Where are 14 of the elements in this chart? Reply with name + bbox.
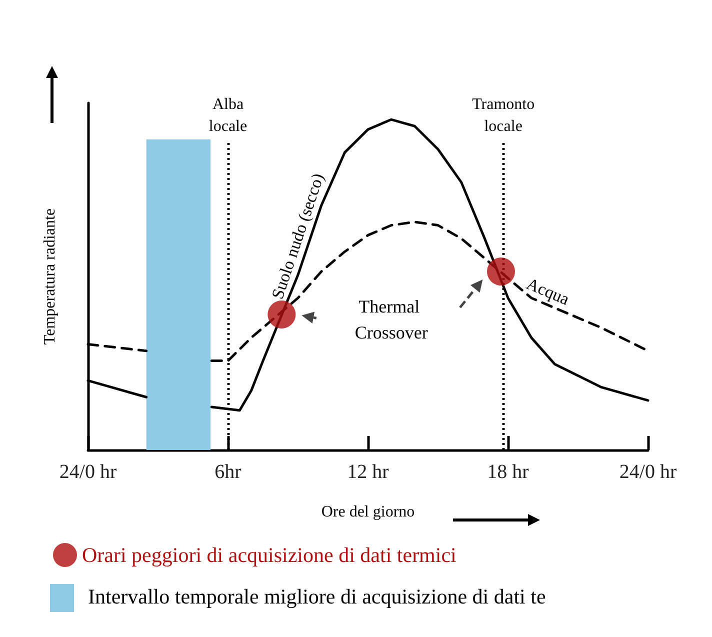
ref-line-label: Alba locale [208,96,248,136]
x-tick-label: 6hr [214,461,242,483]
x-tick-label: 18 hr [487,461,530,483]
ref-line-label: Tramonto locale [472,96,535,136]
x-tick-label: 12 hr [347,461,390,483]
text: Suolo nudo (secco) [268,170,328,302]
legend-label: Intervallo temporale migliore di acquisizione di dati te [88,584,546,608]
x-axis-title: Ore del giorno [321,504,415,520]
annotation: Thermal Crossover [354,296,428,343]
y-axis-title: Temperatura radiante [42,208,58,345]
x-tick-label: 24/0 hr [59,461,117,483]
legend-label: Orari peggiori di acquisizione di dati termici [82,543,457,567]
x-tick-label: 24/0 hr [619,461,677,483]
text: Acqua [524,274,572,310]
